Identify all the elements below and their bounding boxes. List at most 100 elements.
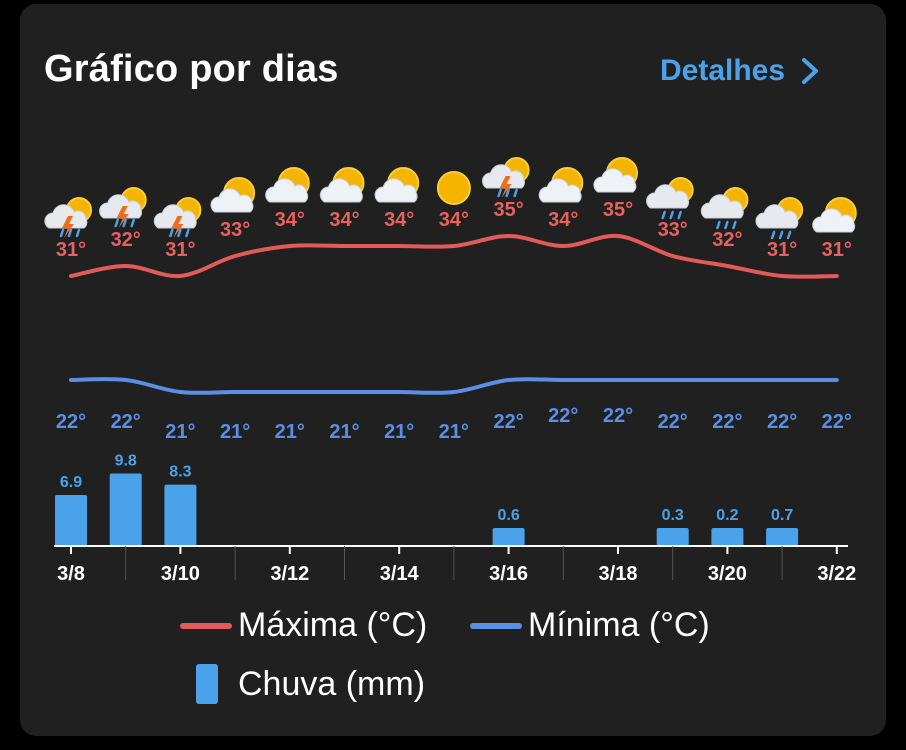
- legend-min: Mínima (°C): [470, 606, 710, 645]
- rain-icon: [755, 197, 804, 240]
- raindrop-icon: [778, 230, 784, 240]
- max-temp-label: 31°: [165, 239, 195, 261]
- details-link[interactable]: Detalhes: [660, 54, 819, 88]
- max-temp-label: 32°: [712, 229, 742, 251]
- thunderstorm-icon: [44, 197, 92, 238]
- max-temp-label: 35°: [493, 199, 523, 221]
- partly-cloudy-icon: [374, 167, 420, 203]
- partly-cloudy-icon: [265, 167, 310, 203]
- legend-min-label: Mínima (°C): [528, 606, 710, 644]
- lightning-icon: [62, 216, 74, 238]
- cloud-icon-shape: [99, 194, 143, 219]
- rain-value-label: 9.8: [115, 452, 137, 469]
- min-temp-label: 21°: [220, 421, 250, 443]
- x-tick-label: 3/16: [489, 563, 528, 585]
- details-label: Detalhes: [660, 54, 786, 87]
- max-temp-label: 33°: [220, 219, 250, 241]
- raindrop-icon: [677, 210, 682, 220]
- min-temp-label: 21°: [275, 421, 305, 443]
- cloud-icon-shape: [481, 164, 525, 189]
- page-title: Gráfico por dias: [44, 48, 339, 90]
- partly-cloudy-icon: [593, 157, 638, 193]
- max-temp-label: 34°: [275, 209, 305, 231]
- cloud-icon-shape: [265, 178, 309, 203]
- x-tick-label: 3/12: [270, 563, 309, 585]
- legend-rain-label: Chuva (mm): [238, 664, 426, 703]
- max-temp-label: 31°: [822, 239, 852, 261]
- legend-max-label: Máxima (°C): [238, 606, 428, 644]
- min-temp-label: 22°: [548, 405, 578, 427]
- cloud-icon-shape: [374, 178, 418, 203]
- rain-bar: [656, 528, 689, 546]
- raindrop-icon: [177, 228, 182, 238]
- max-temp-line: [69, 233, 839, 279]
- raindrop-icon: [130, 218, 135, 228]
- cloud-icon-shape: [44, 204, 88, 229]
- min-temp-label: 21°: [165, 421, 195, 443]
- raindrop-icon: [661, 210, 666, 220]
- min-temp-label: 22°: [111, 411, 141, 433]
- raindrop-icon: [669, 210, 674, 220]
- cloud-icon-shape: [153, 204, 197, 229]
- partly-cloudy-icon: [812, 197, 857, 233]
- rain-value-label: 0.3: [662, 507, 684, 524]
- x-tick-label: 3/22: [817, 563, 856, 585]
- min-temp-label: 22°: [56, 411, 86, 433]
- min-temp-label: 21°: [384, 421, 414, 443]
- raindrop-icon: [59, 228, 65, 238]
- partly-cloudy-icon: [210, 177, 256, 213]
- x-tick-label: 3/10: [161, 563, 200, 585]
- rain-value-label: 0.2: [716, 507, 738, 524]
- rain-bar: [492, 528, 525, 546]
- raindrop-icon: [786, 230, 792, 240]
- max-temp-label: 34°: [548, 209, 578, 231]
- x-tick-label: 3/20: [708, 563, 747, 585]
- raindrop-icon: [114, 218, 119, 228]
- forecast-card: [20, 4, 886, 736]
- x-tick-label: 3/14: [380, 563, 420, 585]
- x-tick-label: 3/8: [57, 563, 85, 585]
- raindrop-icon: [770, 230, 776, 240]
- cloud-icon-shape: [319, 178, 363, 203]
- sun-icon: [436, 171, 471, 205]
- max-temp-label: 34°: [384, 209, 414, 231]
- max-temp-label: 31°: [56, 239, 86, 261]
- thunderstorm-icon: [481, 157, 530, 198]
- max-temp-label: 33°: [658, 219, 688, 241]
- raindrop-icon: [75, 228, 81, 238]
- max-temp-label: 35°: [603, 199, 633, 221]
- rain-value-label: 0.7: [771, 507, 793, 524]
- min-temp-label: 22°: [822, 411, 852, 433]
- partly-cloudy-icon: [538, 167, 584, 203]
- max-temp-label: 31°: [767, 239, 797, 261]
- chevron-right-icon: [802, 58, 819, 84]
- rain-value-label: 8.3: [169, 464, 191, 481]
- raindrop-icon: [497, 188, 502, 198]
- rain-icon: [646, 177, 694, 220]
- rain-bar: [766, 528, 799, 546]
- raindrop-icon: [505, 188, 510, 198]
- rain-value-label: 0.6: [497, 507, 519, 524]
- raindrop-icon: [169, 228, 174, 238]
- raindrop-icon: [122, 218, 127, 228]
- rain-value-label: 6.9: [60, 474, 82, 491]
- min-temp-label: 22°: [603, 405, 633, 427]
- min-temp-label: 21°: [329, 421, 359, 443]
- min-temp-label: 22°: [658, 411, 688, 433]
- partly-cloudy-icon: [319, 167, 365, 203]
- max-temp-label: 34°: [439, 209, 469, 231]
- cloud-icon-shape: [812, 208, 856, 233]
- legend-max: Máxima (°C): [180, 606, 427, 645]
- sun-icon-shape: [436, 171, 471, 205]
- thunderstorm-icon: [99, 187, 147, 228]
- legend-min-swatch: [470, 622, 522, 629]
- cloud-icon-shape: [538, 178, 582, 203]
- x-tick-label: 3/18: [599, 563, 638, 585]
- raindrop-icon: [513, 188, 518, 198]
- rain-bar: [164, 484, 197, 546]
- raindrop-icon: [716, 220, 721, 230]
- legend-rain: Chuva (mm): [196, 664, 425, 704]
- max-temp-label: 34°: [329, 209, 359, 231]
- min-temp-label: 22°: [712, 411, 742, 433]
